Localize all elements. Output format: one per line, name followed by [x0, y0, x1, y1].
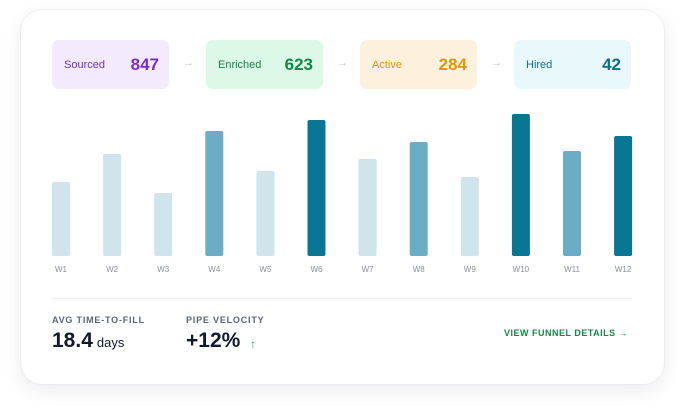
bar	[409, 142, 428, 256]
arrow-icon: →	[337, 57, 348, 69]
x-tick-label: W10	[513, 265, 530, 274]
bar	[460, 177, 479, 256]
funnel-stage: Enriched 623	[206, 40, 323, 89]
bar	[358, 159, 377, 256]
stage-value: 42	[602, 54, 621, 74]
bar	[256, 171, 275, 256]
metric-label: AVG TIME-TO-FILL	[52, 315, 145, 325]
stage-label: Active	[372, 58, 402, 71]
metric-number: 18.4	[52, 329, 93, 352]
x-tick-label: W7	[362, 265, 375, 274]
x-tick-label: W8	[413, 265, 426, 274]
stage-value: 623	[284, 54, 313, 74]
x-tick-label: W5	[259, 265, 272, 274]
chart: W1 W2 W3 W4 W5 W6 W7 W8 W9 W10 W11 W12	[52, 114, 633, 274]
bar	[103, 154, 122, 256]
metric-value: +12%	[186, 329, 241, 352]
up-arrow-icon: ↑	[250, 337, 256, 351]
x-tick-label: W3	[157, 265, 170, 274]
metric-label: PIPE VELOCITY	[186, 315, 265, 325]
funnel-stage: Active 284	[360, 40, 477, 89]
stage-label: Enriched	[218, 58, 262, 71]
stage-label: Sourced	[64, 58, 105, 71]
x-tick-label: W4	[208, 265, 221, 274]
stage-value: 284	[438, 54, 467, 74]
divider	[52, 298, 632, 299]
x-tick-label: W2	[106, 265, 119, 274]
x-tick-label: W9	[464, 265, 477, 274]
bar	[563, 151, 581, 256]
x-tick-label: W11	[564, 265, 580, 274]
stage-value: 847	[130, 54, 159, 74]
x-tick-label: W12	[615, 265, 632, 274]
bar	[307, 120, 326, 256]
funnel-stage: Hired 42	[514, 40, 631, 89]
bar	[205, 131, 224, 256]
arrow-icon: →	[183, 57, 194, 69]
stage-label: Hired	[526, 58, 553, 71]
metric-unit: days	[96, 335, 125, 350]
bar	[614, 136, 633, 256]
bar	[511, 114, 530, 256]
arrow-icon: →	[491, 57, 502, 69]
bar	[154, 193, 173, 256]
metric-value: 18.4 days	[52, 329, 124, 353]
bar	[52, 182, 70, 256]
funnel-stage: Sourced 847	[52, 40, 169, 89]
details-link[interactable]: VIEW FUNNEL DETAILS →	[504, 328, 629, 338]
x-tick-label: W1	[55, 265, 68, 274]
x-tick-label: W6	[311, 265, 324, 274]
